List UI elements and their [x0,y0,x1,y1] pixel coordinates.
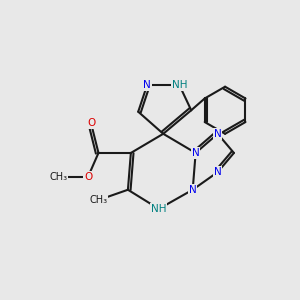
Text: N: N [214,167,222,177]
Text: NH: NH [151,204,166,214]
Text: O: O [87,118,95,128]
Text: N: N [189,185,196,195]
Text: O: O [84,172,92,182]
Text: CH₃: CH₃ [50,172,68,182]
Text: NH: NH [172,80,187,90]
Text: N: N [143,80,151,90]
Text: N: N [214,129,222,139]
Text: N: N [192,148,200,158]
Text: CH₃: CH₃ [89,195,107,205]
